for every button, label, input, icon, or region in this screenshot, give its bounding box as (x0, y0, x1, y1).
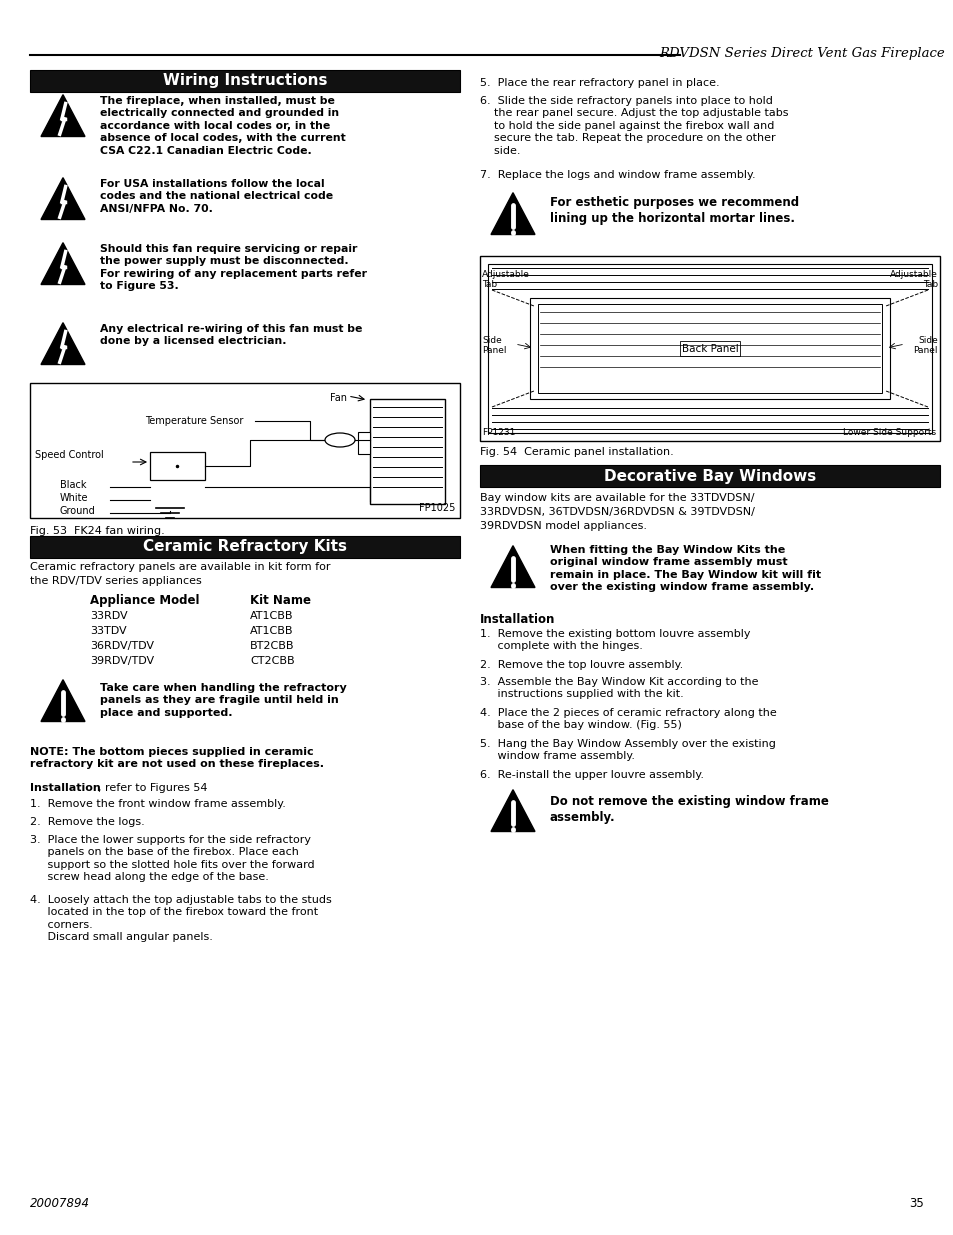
Text: 39RDV/TDV: 39RDV/TDV (90, 656, 154, 666)
Text: 33TDV: 33TDV (90, 626, 127, 636)
Text: Adjustable
Tab: Adjustable Tab (481, 270, 529, 289)
Text: the RDV/TDV series appliances: the RDV/TDV series appliances (30, 576, 201, 585)
Text: , refer to Figures 54: , refer to Figures 54 (98, 783, 208, 793)
Text: Take care when handling the refractory
panels as they are fragile until held in
: Take care when handling the refractory p… (100, 683, 346, 718)
Bar (537, 304, 882, 393)
Polygon shape (41, 679, 85, 721)
Text: 3.  Assemble the Bay Window Kit according to the
     instructions supplied with: 3. Assemble the Bay Window Kit according… (479, 677, 758, 699)
Text: 4.  Place the 2 pieces of ceramic refractory along the
     base of the bay wind: 4. Place the 2 pieces of ceramic refract… (479, 708, 776, 730)
Text: Lower Side Supports: Lower Side Supports (842, 429, 935, 437)
Text: Side
Panel: Side Panel (913, 336, 937, 356)
Text: 39RDVDSN model appliances.: 39RDVDSN model appliances. (479, 521, 646, 531)
Text: When fitting the Bay Window Kits the
original window frame assembly must
remain : When fitting the Bay Window Kits the ori… (550, 545, 821, 593)
Text: Bay window kits are available for the 33TDVDSN/: Bay window kits are available for the 33… (479, 493, 754, 503)
Text: 4.  Loosely attach the top adjustable tabs to the studs
     located in the top : 4. Loosely attach the top adjustable tab… (30, 895, 332, 942)
Text: 33RDV: 33RDV (90, 611, 128, 621)
Text: AT1CBB: AT1CBB (250, 626, 294, 636)
Bar (357, 432, 370, 454)
Text: 5.  Place the rear refractory panel in place.: 5. Place the rear refractory panel in pl… (479, 78, 719, 88)
Text: NOTE: The bottom pieces supplied in ceramic
refractory kit are not used on these: NOTE: The bottom pieces supplied in cera… (30, 747, 324, 769)
Text: CT2CBB: CT2CBB (250, 656, 294, 666)
Text: FP1231: FP1231 (481, 429, 515, 437)
Text: Adjustable
Tab: Adjustable Tab (889, 270, 937, 289)
Text: FP1025: FP1025 (418, 503, 455, 513)
Ellipse shape (325, 433, 355, 447)
Text: 6.  Slide the side refractory panels into place to hold
    the rear panel secur: 6. Slide the side refractory panels into… (479, 96, 788, 156)
Text: Appliance Model: Appliance Model (90, 594, 199, 606)
Text: 35: 35 (908, 1197, 923, 1210)
Text: 2.  Remove the top louvre assembly.: 2. Remove the top louvre assembly. (479, 659, 682, 671)
Text: 20007894: 20007894 (30, 1197, 90, 1210)
Text: White: White (60, 493, 89, 503)
Text: Fan: Fan (330, 393, 347, 403)
Bar (479, 466, 939, 487)
Polygon shape (491, 193, 535, 235)
Polygon shape (491, 789, 535, 831)
Bar (370, 399, 444, 504)
Text: 2.  Remove the logs.: 2. Remove the logs. (30, 818, 145, 827)
Text: Kit Name: Kit Name (250, 594, 311, 606)
Bar (30, 70, 459, 91)
Text: BT2CBB: BT2CBB (250, 641, 294, 651)
Text: Installation: Installation (30, 783, 101, 793)
Text: Side
Panel: Side Panel (481, 336, 506, 356)
Polygon shape (41, 322, 85, 364)
Text: Installation: Installation (479, 613, 555, 626)
Bar (150, 452, 205, 480)
Text: RDVDSN Series Direct Vent Gas Fireplace: RDVDSN Series Direct Vent Gas Fireplace (659, 47, 944, 61)
Text: 5.  Hang the Bay Window Assembly over the existing
     window frame assembly.: 5. Hang the Bay Window Assembly over the… (479, 739, 775, 762)
Text: Ground: Ground (60, 506, 95, 516)
Polygon shape (491, 546, 535, 588)
Text: 3.  Place the lower supports for the side refractory
     panels on the base of : 3. Place the lower supports for the side… (30, 835, 314, 882)
Text: 1.  Remove the existing bottom louvre assembly
     complete with the hinges.: 1. Remove the existing bottom louvre ass… (479, 629, 750, 651)
Text: 33RDVDSN, 36TDVDSN/36RDVDSN & 39TDVDSN/: 33RDVDSN, 36TDVDSN/36RDVDSN & 39TDVDSN/ (479, 508, 754, 517)
Text: Any electrical re-wiring of this fan must be
done by a licensed electrician.: Any electrical re-wiring of this fan mus… (100, 324, 362, 346)
Text: Do not remove the existing window frame
assembly.: Do not remove the existing window frame … (550, 795, 828, 824)
Text: Ceramic refractory panels are available in kit form for: Ceramic refractory panels are available … (30, 562, 330, 572)
Text: Fig. 54  Ceramic panel installation.: Fig. 54 Ceramic panel installation. (479, 447, 673, 457)
Text: The fireplace, when installed, must be
electrically connected and grounded in
ac: The fireplace, when installed, must be e… (100, 96, 345, 156)
Text: 7.  Replace the logs and window frame assembly.: 7. Replace the logs and window frame ass… (479, 170, 755, 180)
Polygon shape (41, 243, 85, 284)
Text: Back Panel: Back Panel (680, 343, 738, 353)
Text: For USA installations follow the local
codes and the national electrical code
AN: For USA installations follow the local c… (100, 179, 333, 214)
Text: Decorative Bay Windows: Decorative Bay Windows (603, 468, 815, 483)
Text: Temperature Sensor: Temperature Sensor (145, 416, 243, 426)
Bar (30, 536, 459, 558)
Text: 6.  Re-install the upper louvre assembly.: 6. Re-install the upper louvre assembly. (479, 769, 703, 781)
Bar (30, 383, 459, 517)
Bar (479, 256, 939, 441)
Text: Should this fan require servicing or repair
the power supply must be disconnecte: Should this fan require servicing or rep… (100, 245, 367, 291)
Text: Black: Black (60, 480, 87, 490)
Bar (530, 298, 889, 399)
Text: Speed Control: Speed Control (35, 450, 104, 459)
Text: Wiring Instructions: Wiring Instructions (163, 74, 327, 89)
Text: 36RDV/TDV: 36RDV/TDV (90, 641, 153, 651)
Text: AT1CBB: AT1CBB (250, 611, 294, 621)
Text: Fig. 53  FK24 fan wiring.: Fig. 53 FK24 fan wiring. (30, 526, 165, 536)
Polygon shape (41, 95, 85, 137)
Bar (488, 264, 931, 433)
Text: Ceramic Refractory Kits: Ceramic Refractory Kits (143, 540, 347, 555)
Text: 1.  Remove the front window frame assembly.: 1. Remove the front window frame assembl… (30, 799, 286, 809)
Text: For esthetic purposes we recommend
lining up the horizontal mortar lines.: For esthetic purposes we recommend linin… (550, 196, 799, 225)
Polygon shape (41, 178, 85, 220)
